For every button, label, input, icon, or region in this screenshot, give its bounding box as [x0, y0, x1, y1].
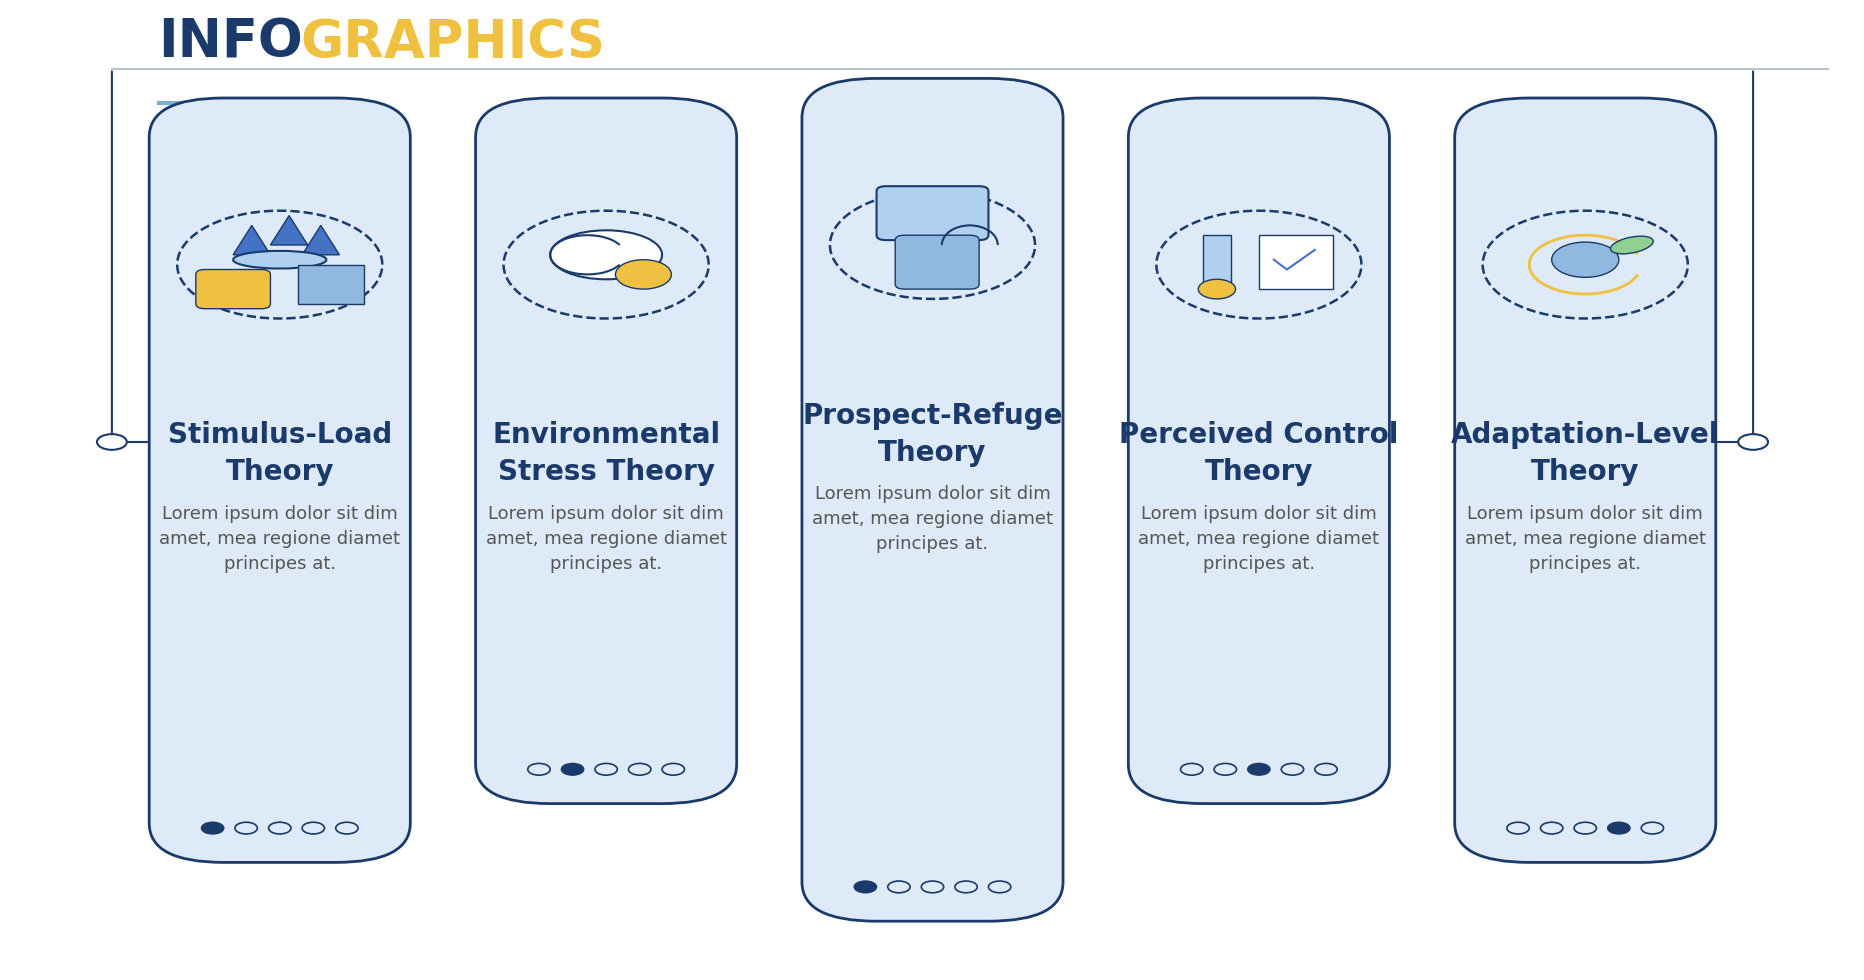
Text: GRAPHICS: GRAPHICS: [300, 17, 606, 69]
FancyBboxPatch shape: [1454, 98, 1715, 862]
Text: Lorem ipsum dolor sit dim
amet, mea regione diamet
principes at.: Lorem ipsum dolor sit dim amet, mea regi…: [1137, 505, 1379, 572]
FancyBboxPatch shape: [196, 270, 270, 309]
Circle shape: [615, 260, 671, 289]
Circle shape: [921, 881, 943, 893]
Circle shape: [97, 434, 127, 450]
Bar: [298, 265, 363, 304]
Text: Stimulus-Load
Theory: Stimulus-Load Theory: [168, 421, 391, 486]
Text: INFO: INFO: [158, 17, 304, 69]
Text: Lorem ipsum dolor sit dim
amet, mea regione diamet
principes at.: Lorem ipsum dolor sit dim amet, mea regi…: [158, 505, 401, 572]
Circle shape: [1607, 822, 1629, 834]
Text: Environmental
Stress Theory: Environmental Stress Theory: [492, 421, 720, 486]
Polygon shape: [302, 225, 339, 255]
Text: Adaptation-Level
Theory: Adaptation-Level Theory: [1450, 421, 1719, 486]
FancyBboxPatch shape: [802, 78, 1062, 921]
Circle shape: [988, 881, 1010, 893]
Circle shape: [1247, 763, 1269, 775]
Circle shape: [662, 763, 684, 775]
Text: Lorem ipsum dolor sit dim
amet, mea regione diamet
principes at.: Lorem ipsum dolor sit dim amet, mea regi…: [811, 485, 1053, 553]
Circle shape: [1197, 279, 1236, 299]
Circle shape: [1540, 822, 1562, 834]
Circle shape: [561, 763, 583, 775]
Circle shape: [1573, 822, 1596, 834]
Polygon shape: [233, 225, 270, 255]
Circle shape: [201, 822, 224, 834]
Circle shape: [628, 763, 651, 775]
Ellipse shape: [233, 251, 326, 269]
Circle shape: [1180, 763, 1202, 775]
Circle shape: [1506, 822, 1528, 834]
Circle shape: [1281, 763, 1303, 775]
FancyBboxPatch shape: [149, 98, 410, 862]
Text: Lorem ipsum dolor sit dim
amet, mea regione diamet
principes at.: Lorem ipsum dolor sit dim amet, mea regi…: [1463, 505, 1706, 572]
FancyBboxPatch shape: [876, 186, 988, 240]
Circle shape: [1737, 434, 1767, 450]
Circle shape: [954, 881, 977, 893]
FancyBboxPatch shape: [1128, 98, 1389, 804]
Polygon shape: [270, 216, 308, 245]
Circle shape: [336, 822, 358, 834]
FancyBboxPatch shape: [895, 235, 979, 289]
Circle shape: [528, 763, 550, 775]
Text: Lorem ipsum dolor sit dim
amet, mea regione diamet
principes at.: Lorem ipsum dolor sit dim amet, mea regi…: [485, 505, 727, 572]
Circle shape: [1314, 763, 1336, 775]
Bar: [1202, 235, 1230, 289]
Circle shape: [1551, 242, 1618, 277]
Circle shape: [1213, 763, 1236, 775]
Ellipse shape: [550, 230, 662, 279]
Circle shape: [1640, 822, 1663, 834]
Circle shape: [854, 881, 876, 893]
Circle shape: [302, 822, 324, 834]
Text: Perceived Control
Theory: Perceived Control Theory: [1118, 421, 1398, 486]
Circle shape: [235, 822, 257, 834]
FancyBboxPatch shape: [475, 98, 736, 804]
Circle shape: [595, 763, 617, 775]
Ellipse shape: [1610, 236, 1652, 254]
Bar: [1258, 235, 1333, 289]
Text: Prospect-Refuge
Theory: Prospect-Refuge Theory: [802, 402, 1062, 466]
Circle shape: [887, 881, 910, 893]
Circle shape: [268, 822, 291, 834]
